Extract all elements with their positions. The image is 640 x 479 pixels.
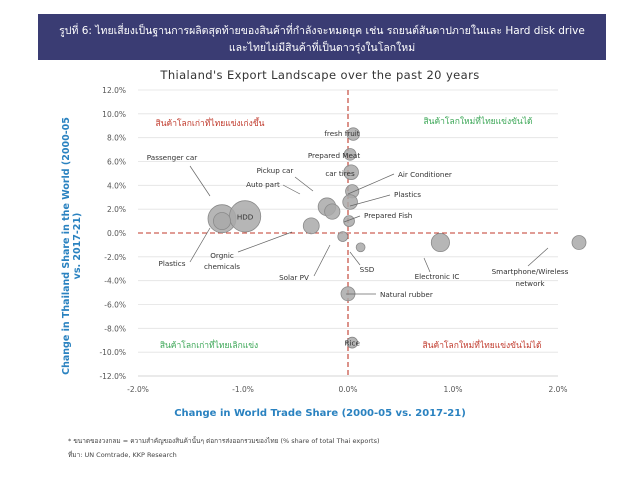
leader-line — [282, 184, 301, 195]
point-label: Plastics — [394, 190, 421, 199]
bubble-orgnic-chemicals — [302, 217, 320, 235]
quadrant-label-top-left: สินค้าโลกเก่าที่ไทยแข่งเก่งขึ้น — [156, 117, 265, 129]
point-label: fresh fruit — [324, 129, 359, 138]
point-label: Smartphone/Wireless — [492, 267, 569, 276]
leader-line — [189, 165, 211, 197]
quadrant-label-bottom-right: สินค้าโลกใหม่ที่ไทยแข่งขันไม่ได้ — [423, 339, 542, 351]
footnote-bubble-size: * ขนาดของวงกลม = ความสำคัญของสินค้านั้นๆ… — [68, 437, 380, 445]
point-label: Orgnic — [210, 251, 234, 260]
bubble-plastics — [213, 212, 231, 231]
bubble-ssd — [355, 242, 366, 253]
point-label: Electronic IC — [415, 272, 460, 281]
leader-lines — [189, 165, 549, 295]
point-label: SSD — [360, 265, 375, 274]
x-tick-label: 2.0% — [548, 385, 567, 394]
bubble-plastics — [342, 194, 358, 210]
point-label: Prepared Fish — [364, 211, 412, 220]
point-label: Air Conditioner — [398, 170, 452, 179]
bubble-electronic-ic — [430, 233, 450, 253]
bubble-prepared-meat — [343, 148, 357, 161]
y-tick-label: 2.0% — [107, 205, 126, 214]
leader-line — [237, 231, 293, 253]
quadrant-label-top-right: สินค้าโลกใหม่ที่ไทยแข่งขันได้ — [423, 115, 532, 127]
leader-line — [349, 251, 361, 266]
y-tick-label: -2.0% — [104, 253, 126, 262]
y-tick-label: 10.0% — [102, 110, 126, 119]
y-tick-label: -4.0% — [104, 277, 126, 286]
leader-line — [313, 244, 331, 277]
y-tick-label: 4.0% — [107, 181, 126, 190]
point-label: Solar PV — [279, 273, 309, 282]
y-tick-labels: 12.0% 10.0% 8.0% 6.0% 4.0% 2.0% 0.0% -2.0% -4.0%… — [99, 86, 126, 381]
point-label: Passenger car — [147, 153, 197, 162]
x-tick-labels: -2.0% -1.0% 0.0% 1.0% 2.0% — [127, 385, 567, 394]
y-tick-label: -12.0% — [99, 372, 126, 381]
point-label: Rice — [345, 339, 361, 348]
y-axis-title: Change in Thailand Share in the World (2… — [61, 117, 83, 375]
point-label: network — [515, 279, 545, 288]
point-label: Natural rubber — [380, 290, 433, 299]
y-tick-label: 6.0% — [107, 158, 126, 167]
x-axis-title: Change in World Trade Share (2000-05 vs.… — [174, 408, 466, 419]
point-label: Prepared Meat — [308, 151, 360, 160]
bubble-car-tires — [343, 164, 359, 180]
x-tick-label: 1.0% — [443, 385, 462, 394]
figure-header-line-2: และไทยไม่มีสินค้าที่เป็นดาวรุ่งในโลกใหม่ — [228, 42, 416, 54]
y-tick-label: -6.0% — [104, 301, 126, 310]
point-label: Pickup car — [257, 166, 294, 175]
leader-line — [347, 173, 395, 195]
point-labels: Passenger car HDD Plastics Orgnic chemicals A… — [147, 129, 569, 348]
point-label: Plastics — [159, 259, 186, 268]
y-tick-label: 8.0% — [107, 134, 126, 143]
x-tick-label: -1.0% — [232, 385, 254, 394]
x-tick-label: 0.0% — [338, 385, 357, 394]
leader-line — [294, 176, 314, 192]
bubble-smartphone-wireless-network — [571, 235, 587, 250]
bubble-solar-pv — [337, 231, 349, 242]
point-label: HDD — [237, 212, 254, 221]
quadrant-label-bottom-left: สินค้าโลกเก่าที่ไทยเลิกแข่ง — [160, 339, 258, 351]
figure-header: รูปที่ 6: ไทยเสี่ยงเป็นฐานการผลิตสุดท้าย… — [38, 14, 606, 60]
bubble-rice — [346, 336, 359, 349]
point-label: car tires — [325, 169, 355, 178]
zero-axes — [138, 90, 558, 376]
footnote-source: ที่มา: UN Comtrade, KKP Research — [68, 451, 177, 459]
chart-title: Thialand's Export Landscape over the pas… — [160, 68, 480, 82]
bubble-prepared-fish — [343, 215, 355, 227]
quadrant-labels: สินค้าโลกเก่าที่ไทยแข่งเก่งขึ้นสินค้าโลก… — [156, 115, 542, 351]
leader-line — [189, 227, 211, 263]
point-label: chemicals — [204, 262, 240, 271]
y-tick-label: 12.0% — [102, 86, 126, 95]
leader-line — [343, 215, 361, 223]
point-label: Auto part — [246, 180, 280, 189]
figure-header-line-1: รูปที่ 6: ไทยเสี่ยงเป็นฐานการผลิตสุดท้าย… — [59, 25, 585, 37]
leader-line — [349, 194, 391, 207]
y-tick-label: 0.0% — [107, 229, 126, 238]
bubble-fresh-fruit — [346, 127, 360, 141]
x-tick-label: -2.0% — [127, 385, 149, 394]
bubble-pickup-car — [324, 203, 341, 220]
leader-line — [423, 257, 431, 273]
leader-line — [527, 247, 549, 267]
y-tick-label: -10.0% — [99, 348, 126, 357]
bubbles — [207, 127, 587, 349]
y-tick-label: -8.0% — [104, 324, 126, 333]
